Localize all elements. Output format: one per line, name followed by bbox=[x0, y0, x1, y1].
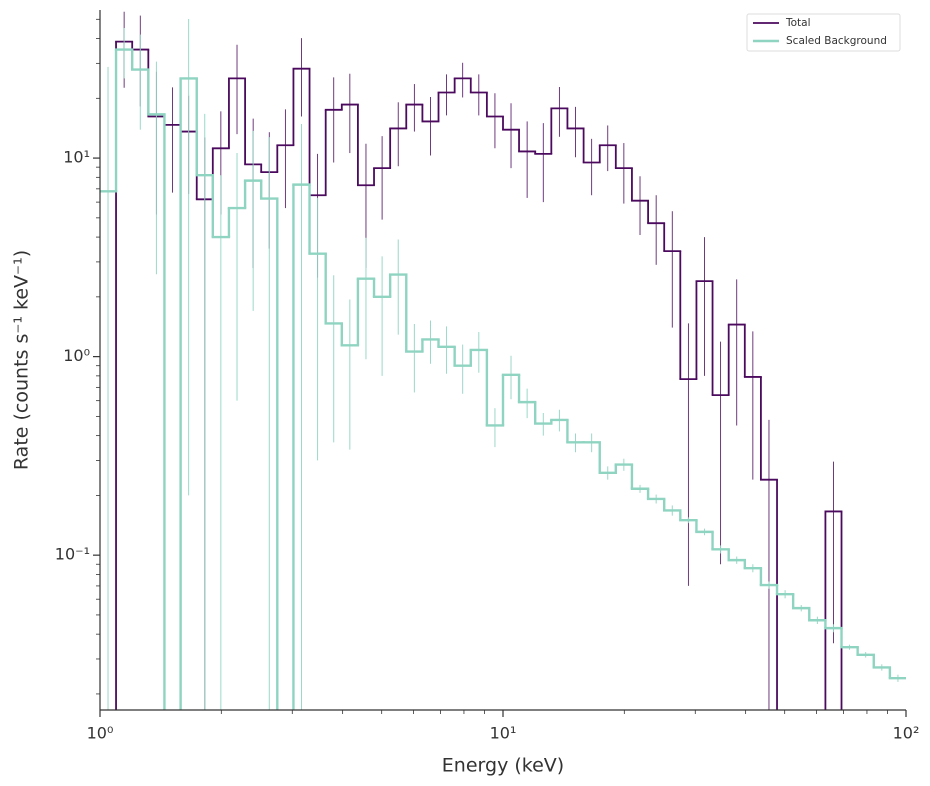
legend-label: Total bbox=[785, 17, 811, 29]
legend-label: Scaled Background bbox=[786, 35, 887, 47]
x-tick-label: 10¹ bbox=[490, 724, 517, 743]
x-tick-label: 10⁰ bbox=[87, 724, 114, 743]
y-axis-title: Rate (counts s⁻¹ keV⁻¹) bbox=[11, 250, 33, 470]
y-tick-label: 10⁻¹ bbox=[55, 545, 90, 564]
x-axis-title: Energy (keV) bbox=[442, 755, 564, 777]
plot-area bbox=[100, 11, 906, 710]
legend-box bbox=[746, 13, 901, 52]
x-tick-label: 10² bbox=[893, 724, 920, 743]
y-tick-label: 10⁰ bbox=[63, 346, 90, 365]
y-tick-label: 10¹ bbox=[63, 148, 90, 167]
